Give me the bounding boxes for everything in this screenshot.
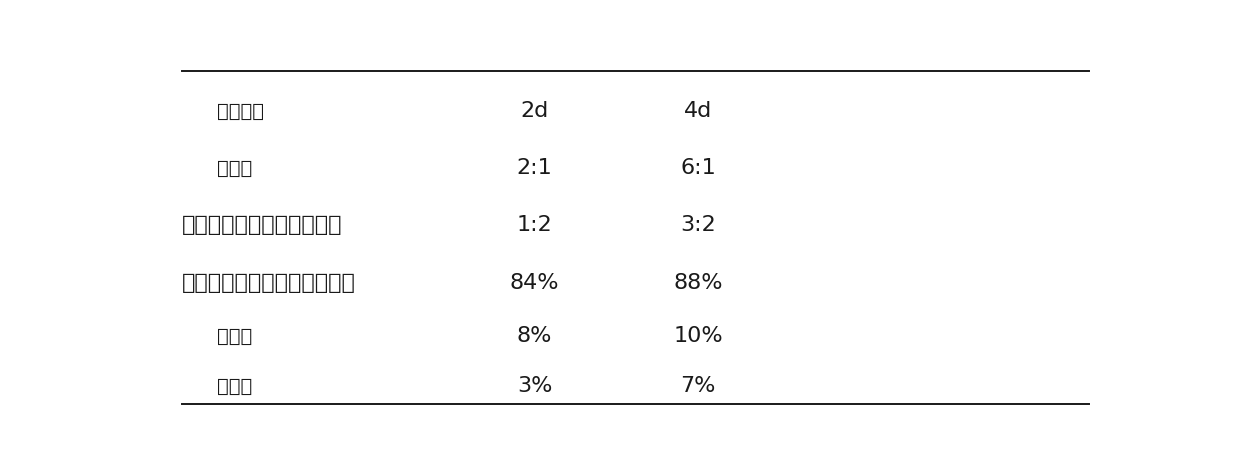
Text: 8%: 8% — [517, 325, 552, 345]
Text: 菌种比: 菌种比 — [217, 158, 253, 177]
Text: 3:2: 3:2 — [680, 215, 715, 235]
Text: 发酵时间: 发酵时间 — [217, 101, 264, 120]
Text: 3%: 3% — [517, 375, 552, 395]
Text: 7%: 7% — [681, 375, 715, 395]
Text: 1:2: 1:2 — [517, 215, 553, 235]
Text: 4d: 4d — [683, 101, 712, 121]
Text: 88%: 88% — [673, 272, 723, 292]
Text: 麸皮量: 麸皮量 — [217, 326, 253, 345]
Text: 接种量: 接种量 — [217, 376, 253, 395]
Text: 10%: 10% — [673, 325, 723, 345]
Text: 6:1: 6:1 — [680, 158, 715, 178]
Text: 2d: 2d — [521, 101, 549, 121]
Text: 精酿啤酒糟和蓝莓渣的比值: 精酿啤酒糟和蓝莓渣的比值 — [182, 215, 342, 235]
Text: 84%: 84% — [510, 272, 559, 292]
Text: 精酿啤酒糟和蓝莓渣的混合量: 精酿啤酒糟和蓝莓渣的混合量 — [182, 272, 356, 292]
Text: 2:1: 2:1 — [517, 158, 553, 178]
